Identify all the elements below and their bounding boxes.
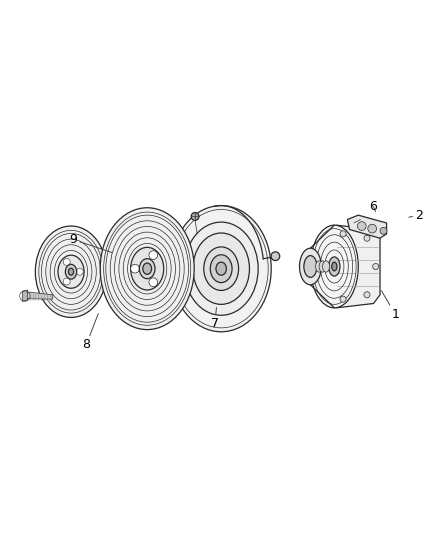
- Ellipse shape: [216, 262, 226, 275]
- Ellipse shape: [380, 228, 387, 235]
- Ellipse shape: [63, 278, 70, 285]
- Text: 9: 9: [69, 233, 112, 253]
- Ellipse shape: [364, 292, 370, 298]
- Ellipse shape: [139, 259, 155, 279]
- Ellipse shape: [373, 263, 379, 270]
- Ellipse shape: [210, 255, 232, 282]
- Ellipse shape: [184, 222, 258, 315]
- Ellipse shape: [332, 262, 337, 271]
- Text: 6: 6: [370, 200, 378, 213]
- Ellipse shape: [271, 252, 280, 261]
- Ellipse shape: [171, 206, 271, 332]
- Ellipse shape: [319, 261, 326, 272]
- Ellipse shape: [149, 251, 158, 260]
- Polygon shape: [336, 225, 380, 308]
- Ellipse shape: [368, 224, 377, 233]
- Ellipse shape: [58, 255, 84, 288]
- Ellipse shape: [311, 225, 358, 308]
- Ellipse shape: [131, 247, 164, 290]
- Text: 8: 8: [82, 313, 98, 351]
- Ellipse shape: [193, 233, 250, 304]
- Ellipse shape: [300, 248, 321, 285]
- Ellipse shape: [340, 231, 346, 237]
- Text: 7: 7: [211, 308, 219, 330]
- Ellipse shape: [304, 256, 317, 277]
- Polygon shape: [22, 290, 28, 301]
- Ellipse shape: [316, 261, 322, 272]
- Ellipse shape: [149, 278, 158, 287]
- Ellipse shape: [328, 257, 340, 276]
- Ellipse shape: [357, 222, 366, 230]
- Ellipse shape: [76, 268, 83, 275]
- Ellipse shape: [191, 213, 199, 220]
- Text: 2: 2: [409, 208, 423, 222]
- Polygon shape: [347, 215, 387, 238]
- Ellipse shape: [35, 226, 107, 318]
- Ellipse shape: [68, 268, 74, 275]
- Ellipse shape: [65, 264, 77, 279]
- Ellipse shape: [143, 263, 152, 274]
- Ellipse shape: [322, 261, 329, 272]
- Polygon shape: [25, 292, 53, 299]
- Ellipse shape: [100, 208, 194, 329]
- Ellipse shape: [340, 296, 346, 302]
- Ellipse shape: [364, 235, 370, 241]
- Text: 1: 1: [381, 290, 399, 321]
- Ellipse shape: [204, 247, 239, 290]
- Ellipse shape: [63, 259, 70, 265]
- Ellipse shape: [131, 264, 139, 273]
